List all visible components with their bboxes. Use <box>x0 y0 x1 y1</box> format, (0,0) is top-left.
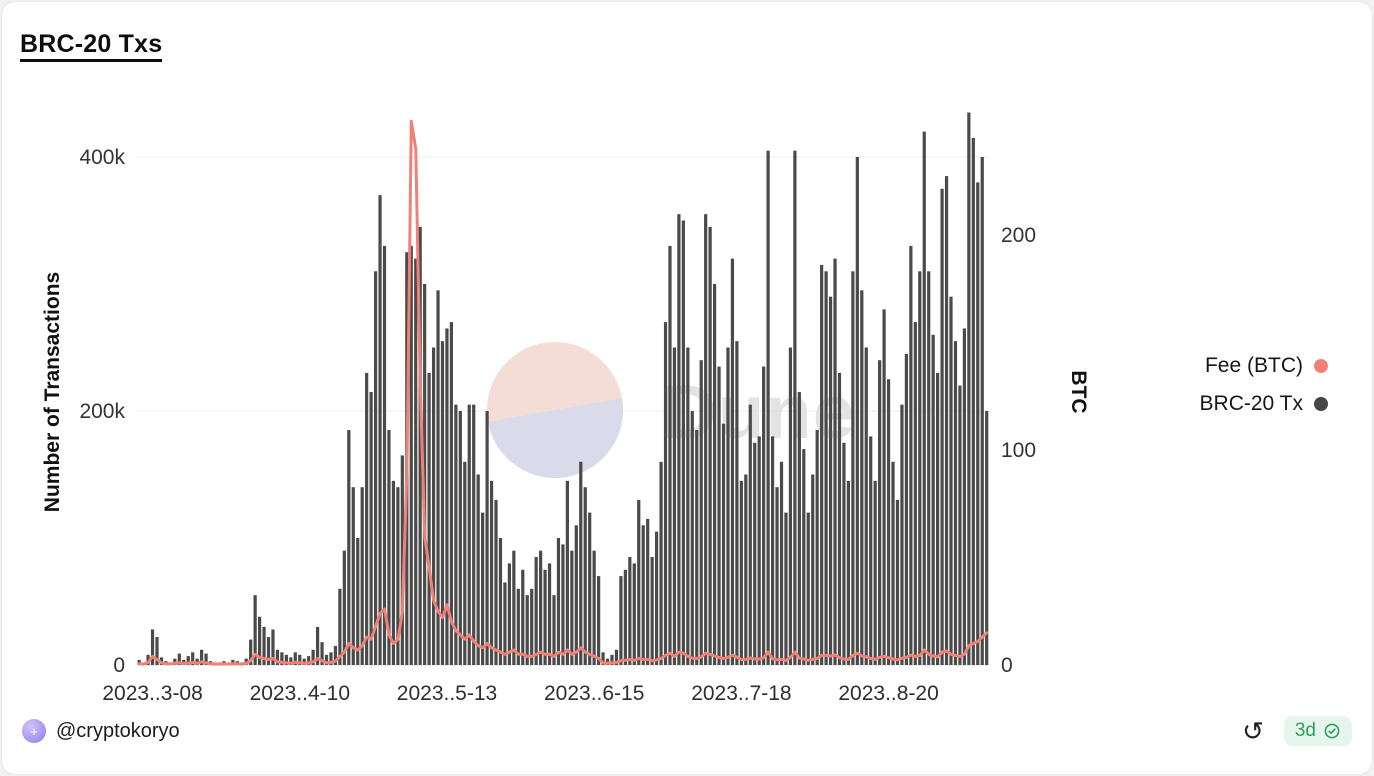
brc20-chart: Dune 2023..3-08 2023..4-10 2023..5-13 2023.… <box>41 112 1090 705</box>
card-footer: + @cryptokoryo ↺ 3d <box>22 688 1352 774</box>
author-avatar-icon: + <box>22 719 46 743</box>
refresh-icon[interactable]: ↺ <box>1242 716 1264 746</box>
y-right-tick-0: 0 <box>1001 654 1013 677</box>
line-fee-btc <box>137 119 989 666</box>
legend-label-brc20-tx: BRC-20 Tx <box>1199 392 1303 415</box>
plot-area: 2023..3-08 2023..4-10 2023..5-13 2023..6-15… <box>102 112 989 705</box>
freshness-badge-label: 3d <box>1294 720 1316 741</box>
page-title: BRC-20 Txs <box>20 30 163 62</box>
legend-item-brc20-tx[interactable]: BRC-20 Tx <box>1200 392 1328 416</box>
gridlines <box>137 156 989 666</box>
check-seal-icon <box>1324 723 1340 739</box>
watermark-circle-top <box>487 342 623 478</box>
legend-item-fee-btc[interactable]: Fee (BTC) <box>1205 354 1328 378</box>
chart-legend: Fee (BTC) BRC-20 Tx <box>1200 354 1328 416</box>
legend-dot-fee-btc <box>1314 359 1328 373</box>
dune-watermark: Dune <box>487 342 856 478</box>
y-left-tick-400k: 400k <box>79 146 125 169</box>
y-left-tick-200k: 200k <box>79 400 125 423</box>
legend-label-fee-btc: Fee (BTC) <box>1204 354 1303 377</box>
y-left-tick-0: 0 <box>113 654 125 677</box>
legend-dot-brc20-tx <box>1314 397 1328 411</box>
freshness-badge[interactable]: 3d <box>1283 716 1352 746</box>
dune-watermark-text: Dune <box>662 370 856 455</box>
watermark-circle-bottom <box>488 398 623 478</box>
y-left-axis-title: Number of Transactions <box>41 272 64 512</box>
bars-brc20-tx <box>137 112 989 666</box>
y-right-axis-title: BTC <box>1067 370 1090 413</box>
y-right-tick-200: 200 <box>1001 224 1036 247</box>
y-right-tick-100: 100 <box>1001 439 1036 462</box>
author-handle[interactable]: @cryptokoryo <box>56 719 180 742</box>
